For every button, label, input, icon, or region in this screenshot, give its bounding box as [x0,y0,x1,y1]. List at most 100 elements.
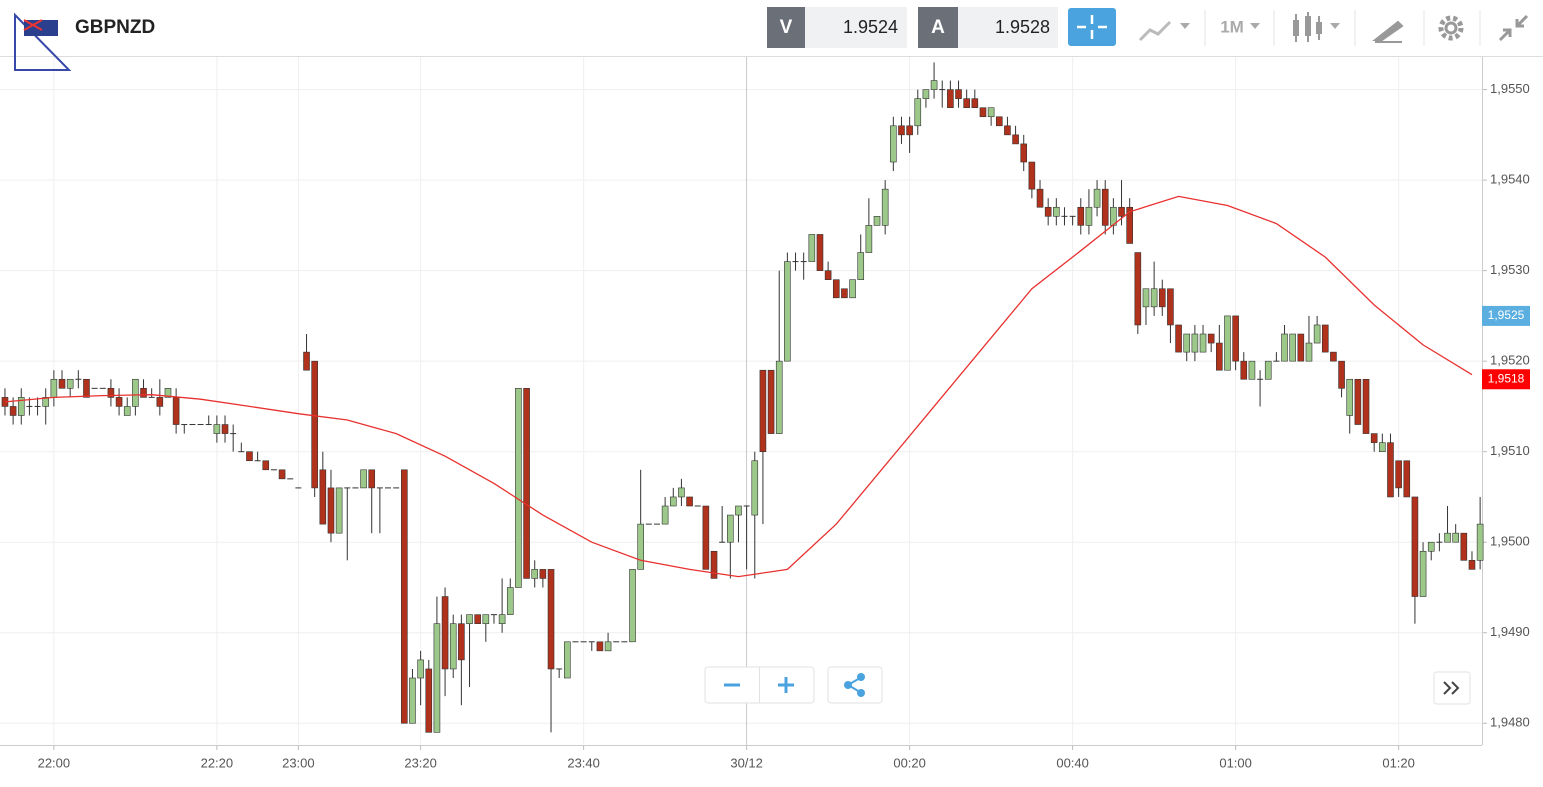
candle-body [1379,442,1386,452]
timeframe[interactable]: 1M [1220,17,1244,36]
drawing-icon[interactable] [1372,20,1404,43]
candle-body [1354,378,1362,425]
candle-body [123,406,131,416]
candle-body [865,225,873,253]
caret [1330,23,1340,29]
candle-body [482,614,490,624]
caret [1180,23,1190,29]
candle-body [140,388,147,398]
share-dot [857,689,865,697]
y-tick-label: 1,9540 [1490,172,1530,187]
candle-body [971,98,979,108]
candle-body [1476,523,1484,561]
bid-label: V [780,17,793,38]
chart-type-icon[interactable] [1138,20,1172,42]
candle-body [1020,143,1028,163]
candle-body [995,116,1003,127]
candle-body [686,496,693,507]
candle-body [433,623,441,733]
candle-body [498,614,506,624]
candle-body [1346,378,1354,416]
candle-body [1444,532,1451,543]
candle-body [262,460,270,471]
bid-price: 1.9524 [843,17,898,37]
candle-body [466,614,473,624]
candle-body [930,80,938,90]
settings-icon[interactable] [1438,15,1464,41]
candle-body [1289,333,1296,362]
candle-body [1085,206,1093,226]
candle-body [824,270,832,280]
candle-body [702,505,710,570]
candle-body [1297,333,1305,362]
header: GBPNZD V 1.9524 A 1.9528 1M [0,0,1543,71]
y-tick-label: 1,9530 [1490,262,1530,277]
candle-body [832,279,840,299]
price-marker-label: 1,9518 [1488,371,1525,385]
candle-body [1036,188,1044,208]
candle-body [1167,288,1174,326]
candle-body [172,397,180,425]
settings-icon-core [1444,21,1458,35]
candle-body [1248,360,1256,380]
candle-body [539,569,547,579]
candle-body [873,216,881,226]
candle-body [164,388,172,398]
candle-body [417,659,424,679]
x-tick-label: 00:40 [1056,755,1089,770]
bid-box[interactable] [805,7,907,48]
candle-body [83,378,90,398]
candle-body [425,668,433,733]
candle-body [1419,550,1427,597]
collapse-icon[interactable] [1498,14,1529,42]
candle-body [58,378,66,389]
candle-body [246,451,253,462]
y-tick-label: 1,9550 [1490,81,1530,96]
candle-body [1158,288,1166,308]
ask-box[interactable] [958,7,1058,48]
candle-body [751,460,759,516]
candle-body [360,469,367,489]
candle-body [1313,324,1321,344]
candle-body [849,279,856,299]
candle-body [1224,315,1231,371]
candle-body [1101,188,1109,226]
candle-body [1183,333,1191,353]
ask-tag[interactable] [918,7,958,48]
moving-average [4,195,1473,578]
candle-body [1118,206,1125,217]
share-box[interactable] [827,666,883,704]
candle-body [1134,252,1142,326]
candle-body [661,505,669,525]
zoom-in[interactable] [778,677,794,693]
candle-body [409,677,416,724]
candle-body [1077,206,1085,226]
candle-body [531,569,539,579]
candle-body [1264,360,1272,380]
candle-body [1044,206,1052,217]
candle-body [759,369,767,452]
candle-body [506,587,514,615]
candle-body [637,523,644,570]
candles-icon[interactable] [1293,12,1322,42]
candle-body [474,614,481,624]
candle-body [1387,442,1394,498]
candle-body [1338,360,1345,389]
scroll-end-box[interactable] [1433,671,1471,705]
candle-body [1053,206,1060,217]
candle-body [66,378,74,389]
x-tick-label: 01:00 [1219,755,1252,770]
candle-body [1403,460,1411,498]
crosshair-button[interactable] [1068,8,1116,46]
candle-body [629,569,636,643]
x-tick-label: 00:20 [893,755,926,770]
bid-tag[interactable] [767,7,805,48]
candle-body [881,188,889,226]
candle-body [107,388,115,398]
candle-body [727,514,734,543]
y-tick-label: 1,9480 [1490,715,1530,730]
candle-body [604,641,612,652]
candle-body [914,98,922,127]
